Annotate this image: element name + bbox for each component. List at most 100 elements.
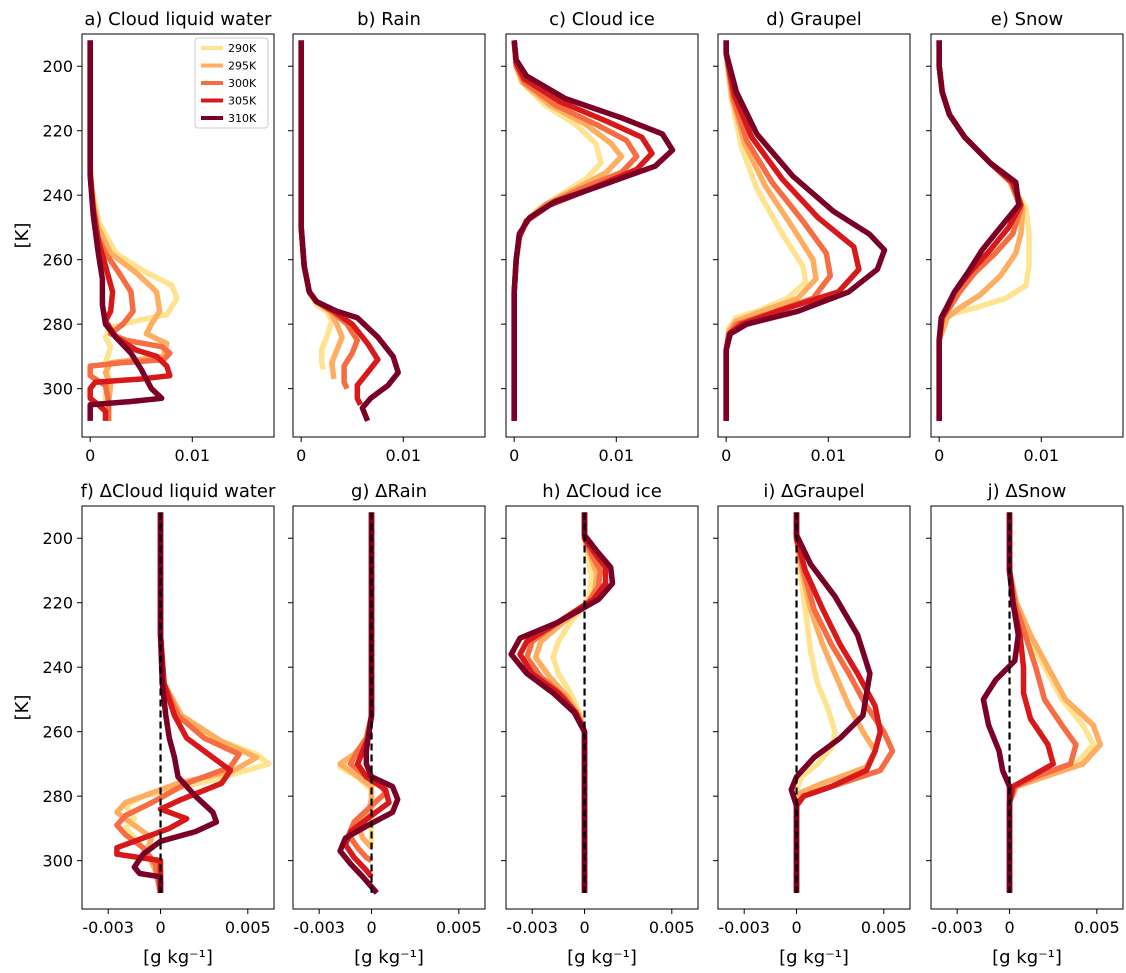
panel-title: f) ΔCloud liquid water [81,481,276,502]
series-group [337,512,401,895]
legend-box [194,37,269,129]
axes-frame [717,505,911,910]
panel-g-rain: g) ΔRain -0.003 0 0.005 [g kg⁻¹] [288,481,486,968]
x-tick-label: -0.003 [82,918,134,937]
legend: 290K 295K 300K 305K 310K [194,37,269,129]
y-tick-label: 300 [42,380,73,399]
x-tick-label: 0.01 [385,446,421,465]
series-group [788,512,896,893]
series-group [980,512,1104,893]
axes-frame [292,505,486,910]
x-tick-label: 0 [1004,918,1014,937]
series-line-295k [337,512,375,850]
series-line-295k [1006,512,1104,893]
series-group [936,40,1032,421]
x-axis-label: [g kg⁻¹] [567,947,637,968]
x-tick-label: 0 [85,446,95,465]
panel-j-snow: j) ΔSnow -0.003 0 0.005 [g kg⁻¹] [926,481,1124,968]
y-tick-label: 200 [42,529,73,548]
y-tick-label: 200 [42,57,73,76]
x-axis-label: [g kg⁻¹] [779,947,849,968]
y-tick-label: 220 [42,122,73,141]
y-tick-label: 260 [42,251,73,270]
axes-frame [717,33,911,438]
series-line-310k [87,40,165,421]
legend-label-290k: 290K [228,42,257,55]
series-line-310k [337,512,401,895]
x-tick-label: -0.003 [931,918,983,937]
panel-title: g) ΔRain [351,481,427,502]
x-tick-label: 0.01 [174,446,210,465]
x-tick-label: 0 [155,918,165,937]
panel-title: e) Snow [991,9,1063,30]
x-tick-label: 0 [296,446,306,465]
panel-title: i) ΔGraupel [763,481,864,502]
y-tick-label: 280 [42,787,73,806]
x-tick-label: -0.003 [718,918,770,937]
axes-frame [292,33,486,438]
y-tick-label: 280 [42,315,73,334]
series-line-290k [337,512,375,845]
x-axis-label: [g kg⁻¹] [992,947,1062,968]
series-group [114,512,272,894]
panel-title: b) Rain [357,9,421,30]
x-tick-label: 0.005 [436,918,482,937]
legend-label-300k: 300K [228,77,257,90]
x-axis-label: [g kg⁻¹] [354,947,424,968]
series-group [511,40,676,421]
panel-title: c) Cloud ice [549,9,655,30]
legend-label-295k: 295K [228,60,257,73]
series-line-295k [936,40,1026,421]
panel-e-snow: e) Snow 0 0.01 [926,9,1124,465]
y-tick-label: 240 [42,658,73,677]
series-line-305k [936,40,1024,421]
panel-title: h) ΔCloud ice [542,481,662,502]
series-line-310k [508,512,616,893]
panel-f-cloud-liquid-water: f) ΔCloud liquid water 200 220 240 260 280 300… [12,481,276,968]
series-group [508,512,616,893]
x-tick-label: 0.01 [810,446,846,465]
panel-i-graupel: i) ΔGraupel -0.003 0 0.005 [g kg⁻¹] [713,481,911,968]
y-tick-label: 240 [42,186,73,205]
panel-title: d) Graupel [766,9,861,30]
x-tick-label: 0 [934,446,944,465]
y-tick-label: 300 [42,852,73,871]
x-tick-label: 0 [579,918,589,937]
series-line-310k [298,40,401,422]
panel-h-cloud-ice: h) ΔCloud ice -0.003 0 0.005 [g kg⁻¹] [501,481,699,968]
series-line-310k [131,512,220,893]
series-line-290k [298,40,335,371]
series-line-295k [298,40,345,380]
series-line-305k [114,512,234,893]
series-line-310k [980,512,1022,893]
y-tick-label: 220 [42,594,73,613]
legend-label-305k: 305K [228,95,257,108]
y-axis-label: [K] [12,223,33,249]
x-tick-label: 0.005 [649,918,695,937]
y-tick-label: 260 [42,723,73,742]
series-line-305k [793,512,884,893]
series-line-290k [1006,512,1097,893]
panel-d-graupel: d) Graupel 0 0.01 [713,9,911,465]
series-group [298,40,401,422]
x-tick-label: -0.003 [506,918,558,937]
series-line-310k [723,40,888,421]
panel-c-cloud-ice: c) Cloud ice 0 0.01 [501,9,699,465]
x-tick-label: 0.005 [225,918,271,937]
x-tick-label: 0 [509,446,519,465]
series-line-310k [788,512,873,893]
axes-frame [505,505,699,910]
x-tick-label: 0 [366,918,376,937]
panel-a-cloud-liquid-water: a) Cloud liquid water 200 220 240 260 280 300 0… [12,9,275,465]
x-tick-label: -0.003 [293,918,345,937]
x-tick-label: 0.005 [1074,918,1120,937]
panel-title: a) Cloud liquid water [84,9,272,30]
axes-frame [81,33,275,438]
x-tick-label: 0 [791,918,801,937]
series-group [87,40,180,421]
series-line-300k [511,40,640,421]
series-group [723,40,888,421]
panel-title: j) ΔSnow [987,481,1067,502]
panel-b-rain: b) Rain 0 0.01 [288,9,486,465]
